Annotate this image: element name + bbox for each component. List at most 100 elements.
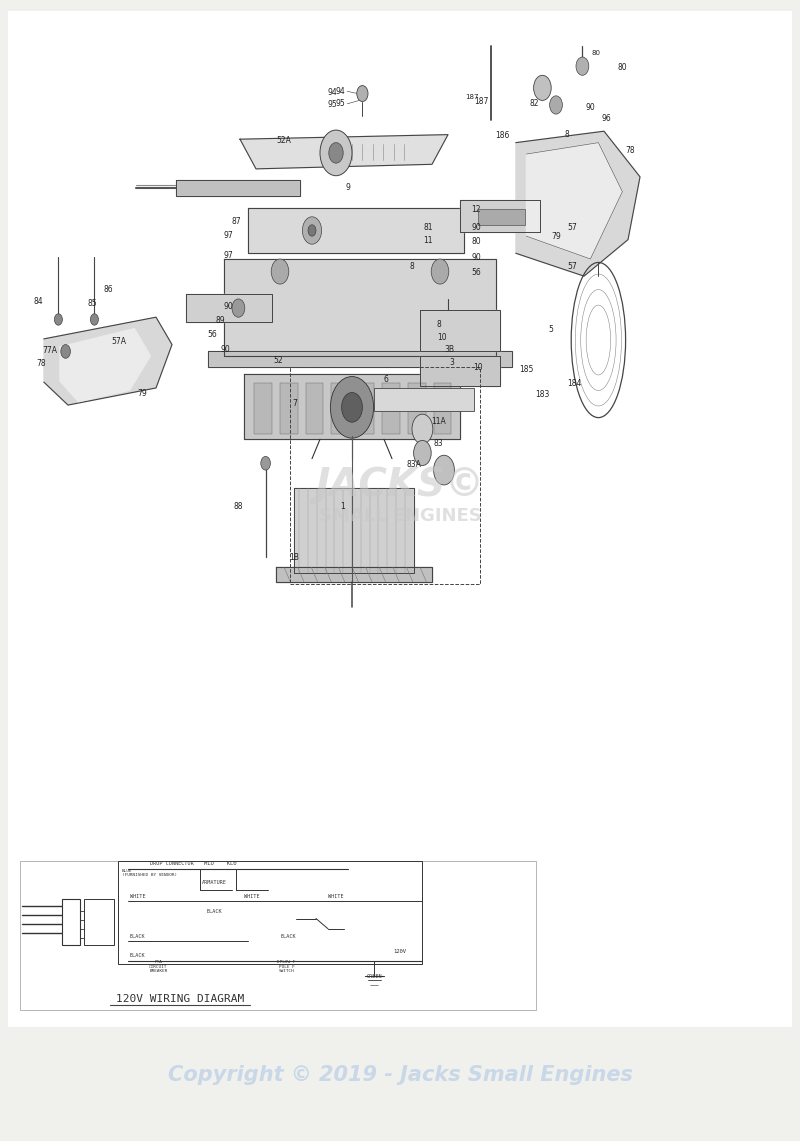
Polygon shape: [420, 356, 500, 386]
Text: 90: 90: [586, 103, 595, 112]
Text: 5: 5: [548, 325, 553, 334]
Bar: [408, 383, 426, 434]
Text: 87: 87: [231, 217, 241, 226]
Bar: [84, 899, 114, 945]
Text: 90: 90: [221, 345, 230, 354]
Text: 57: 57: [567, 222, 577, 232]
Circle shape: [357, 86, 368, 102]
Text: 94: 94: [327, 88, 337, 97]
Text: 80: 80: [592, 50, 601, 56]
Text: 83A: 83A: [407, 460, 422, 469]
Polygon shape: [224, 259, 496, 356]
Text: 89: 89: [215, 316, 225, 325]
Text: 90: 90: [471, 222, 481, 232]
Text: 85: 85: [87, 299, 97, 308]
Text: 10: 10: [437, 333, 446, 342]
Circle shape: [330, 377, 374, 438]
Bar: [306, 383, 323, 434]
Text: 1: 1: [340, 502, 345, 511]
Circle shape: [308, 225, 316, 236]
Text: 81: 81: [423, 222, 433, 232]
Circle shape: [232, 299, 245, 317]
Text: 52A: 52A: [277, 136, 291, 145]
Circle shape: [302, 217, 322, 244]
Polygon shape: [420, 310, 500, 351]
Text: 3B: 3B: [445, 345, 454, 354]
Text: 183: 183: [535, 390, 550, 399]
Bar: [357, 383, 374, 434]
Text: GREEN: GREEN: [366, 973, 382, 979]
Circle shape: [431, 259, 449, 284]
Text: 79: 79: [551, 232, 561, 241]
Text: ARMATURE: ARMATURE: [202, 880, 227, 885]
Text: 82: 82: [530, 99, 539, 108]
Text: 96: 96: [602, 114, 611, 123]
Text: 90: 90: [223, 302, 233, 311]
Text: 79: 79: [138, 389, 147, 398]
Text: 186: 186: [495, 131, 510, 140]
Polygon shape: [186, 294, 272, 322]
Text: 184: 184: [567, 379, 582, 388]
Text: 3: 3: [450, 358, 454, 367]
Text: 86: 86: [103, 285, 113, 294]
Text: DROP CONNECTOR: DROP CONNECTOR: [150, 860, 194, 866]
Bar: [434, 383, 451, 434]
Bar: [331, 383, 349, 434]
Circle shape: [412, 414, 433, 444]
Text: SMALL ENGINES: SMALL ENGINES: [318, 507, 482, 525]
Text: 52: 52: [274, 356, 283, 365]
Text: 12: 12: [471, 205, 481, 215]
Text: 187: 187: [474, 97, 489, 106]
Circle shape: [550, 96, 562, 114]
Circle shape: [54, 314, 62, 325]
Text: 88: 88: [234, 502, 243, 511]
Text: 95: 95: [336, 99, 346, 108]
Text: Copyright © 2019 - Jacks Small Engines: Copyright © 2019 - Jacks Small Engines: [167, 1065, 633, 1085]
Text: 97: 97: [223, 251, 233, 260]
Text: JACKS©: JACKS©: [315, 466, 485, 504]
Bar: [382, 383, 400, 434]
Polygon shape: [294, 488, 414, 573]
Polygon shape: [526, 143, 622, 259]
Text: BLUE
(FURNISHED BY VENDOR): BLUE (FURNISHED BY VENDOR): [122, 868, 177, 877]
Text: BLACK: BLACK: [280, 933, 296, 939]
Text: BLACK: BLACK: [206, 908, 222, 914]
Polygon shape: [516, 131, 640, 276]
Polygon shape: [44, 317, 172, 405]
Text: 8: 8: [564, 130, 569, 139]
Polygon shape: [460, 200, 540, 232]
Text: 11A: 11A: [431, 416, 446, 426]
Bar: [478, 209, 525, 225]
Text: PTA
CIRCUIT
BREAKER: PTA CIRCUIT BREAKER: [150, 960, 167, 973]
Text: WHITE: WHITE: [130, 893, 146, 899]
Text: 11: 11: [423, 236, 433, 245]
Text: 77A: 77A: [42, 346, 57, 355]
Polygon shape: [276, 567, 432, 582]
Circle shape: [342, 393, 362, 422]
Text: 56: 56: [471, 268, 481, 277]
Polygon shape: [60, 329, 150, 402]
Bar: [254, 383, 272, 434]
Text: WHITE: WHITE: [328, 893, 344, 899]
Circle shape: [434, 455, 454, 485]
Polygon shape: [208, 351, 512, 367]
Circle shape: [320, 130, 352, 176]
Text: BLACK: BLACK: [130, 933, 146, 939]
Circle shape: [90, 314, 98, 325]
Text: 120V WIRING DIAGRAM: 120V WIRING DIAGRAM: [116, 994, 244, 1004]
Text: 1B: 1B: [290, 553, 299, 563]
Text: 78: 78: [37, 359, 46, 369]
Text: 185: 185: [519, 365, 534, 374]
Text: MLO    KL0: MLO KL0: [204, 860, 236, 866]
Bar: [20, 861, 536, 1010]
Bar: [290, 367, 480, 584]
Bar: [8, 11, 792, 1027]
Text: 8: 8: [436, 319, 441, 329]
Text: 8: 8: [410, 262, 414, 272]
Text: BLACK: BLACK: [130, 953, 146, 958]
Text: 80: 80: [618, 63, 627, 72]
Bar: [374, 388, 474, 411]
Text: 78: 78: [626, 146, 635, 155]
Text: 56: 56: [207, 330, 217, 339]
Text: 57A: 57A: [111, 337, 126, 346]
